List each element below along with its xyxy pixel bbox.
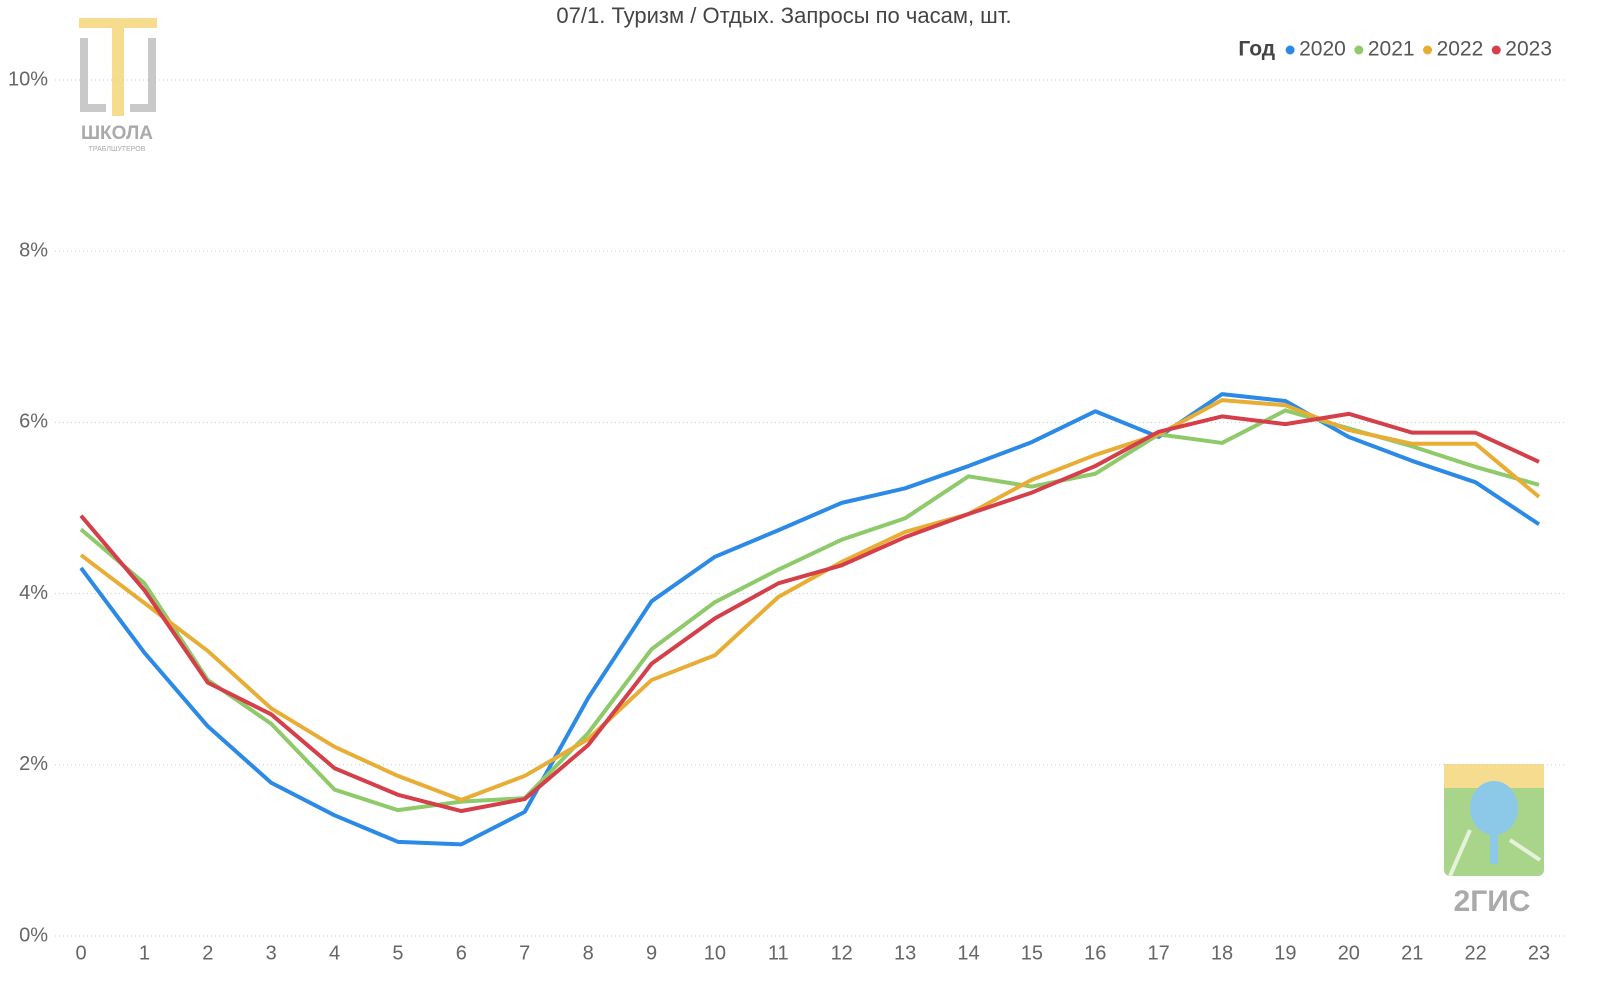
line-series xyxy=(79,392,1541,847)
legend-label: 2023 xyxy=(1505,38,1552,61)
x-tick-label: 17 xyxy=(1148,942,1170,964)
legend-label: 2021 xyxy=(1368,38,1415,61)
brand-logo: 2ГИС xyxy=(1444,764,1544,918)
legend-marker xyxy=(1491,45,1501,55)
x-tick-label: 9 xyxy=(646,942,657,964)
chart-title: 07/1. Туризм / Отдых. Запросы по часам, … xyxy=(556,3,1011,28)
x-tick-label: 7 xyxy=(519,942,530,964)
y-tick-label: 4% xyxy=(19,582,48,604)
legend-marker xyxy=(1285,45,1295,55)
legend-label: 2022 xyxy=(1437,38,1484,61)
line-series xyxy=(79,408,1540,813)
x-tick-label: 21 xyxy=(1401,942,1423,964)
legend-marker xyxy=(1354,45,1364,55)
x-tick-label: 16 xyxy=(1084,942,1106,964)
x-tick-label: 18 xyxy=(1211,942,1233,964)
logo-text: ТРАБЛШУТЕРОВ xyxy=(89,146,146,153)
x-tick-label: 19 xyxy=(1274,942,1296,964)
x-tick-label: 22 xyxy=(1464,942,1486,964)
x-tick-label: 10 xyxy=(704,942,726,964)
y-tick-label: 10% xyxy=(8,68,48,90)
x-tick-label: 5 xyxy=(392,942,403,964)
x-tick-label: 14 xyxy=(957,942,979,964)
x-tick-label: 2 xyxy=(202,942,213,964)
legend-label: 2020 xyxy=(1299,38,1346,61)
x-tick-label: 15 xyxy=(1021,942,1043,964)
logo-text: 2ГИС xyxy=(1454,885,1531,918)
x-tick-label: 13 xyxy=(894,942,916,964)
logo-text: ШКОЛА xyxy=(81,123,153,144)
line-series xyxy=(79,398,1541,802)
legend-title: Год xyxy=(1238,38,1275,61)
x-tick-label: 23 xyxy=(1528,942,1550,964)
x-tick-label: 0 xyxy=(75,942,86,964)
y-tick-label: 0% xyxy=(19,924,48,946)
x-tick-label: 8 xyxy=(583,942,594,964)
line-series xyxy=(79,411,1540,814)
x-tick-label: 4 xyxy=(329,942,340,964)
y-tick-label: 6% xyxy=(19,411,48,433)
x-tick-label: 11 xyxy=(768,942,789,964)
x-tick-label: 20 xyxy=(1338,942,1360,964)
y-tick-label: 2% xyxy=(19,753,48,775)
school-logo: ШКОЛА ТРАБЛШУТЕРОВ xyxy=(79,18,157,153)
x-tick-label: 6 xyxy=(456,942,467,964)
x-tick-label: 1 xyxy=(139,942,150,964)
legend-marker xyxy=(1423,45,1433,55)
y-tick-label: 8% xyxy=(19,239,48,261)
x-tick-label: 3 xyxy=(266,942,277,964)
x-tick-label: 12 xyxy=(831,942,853,964)
